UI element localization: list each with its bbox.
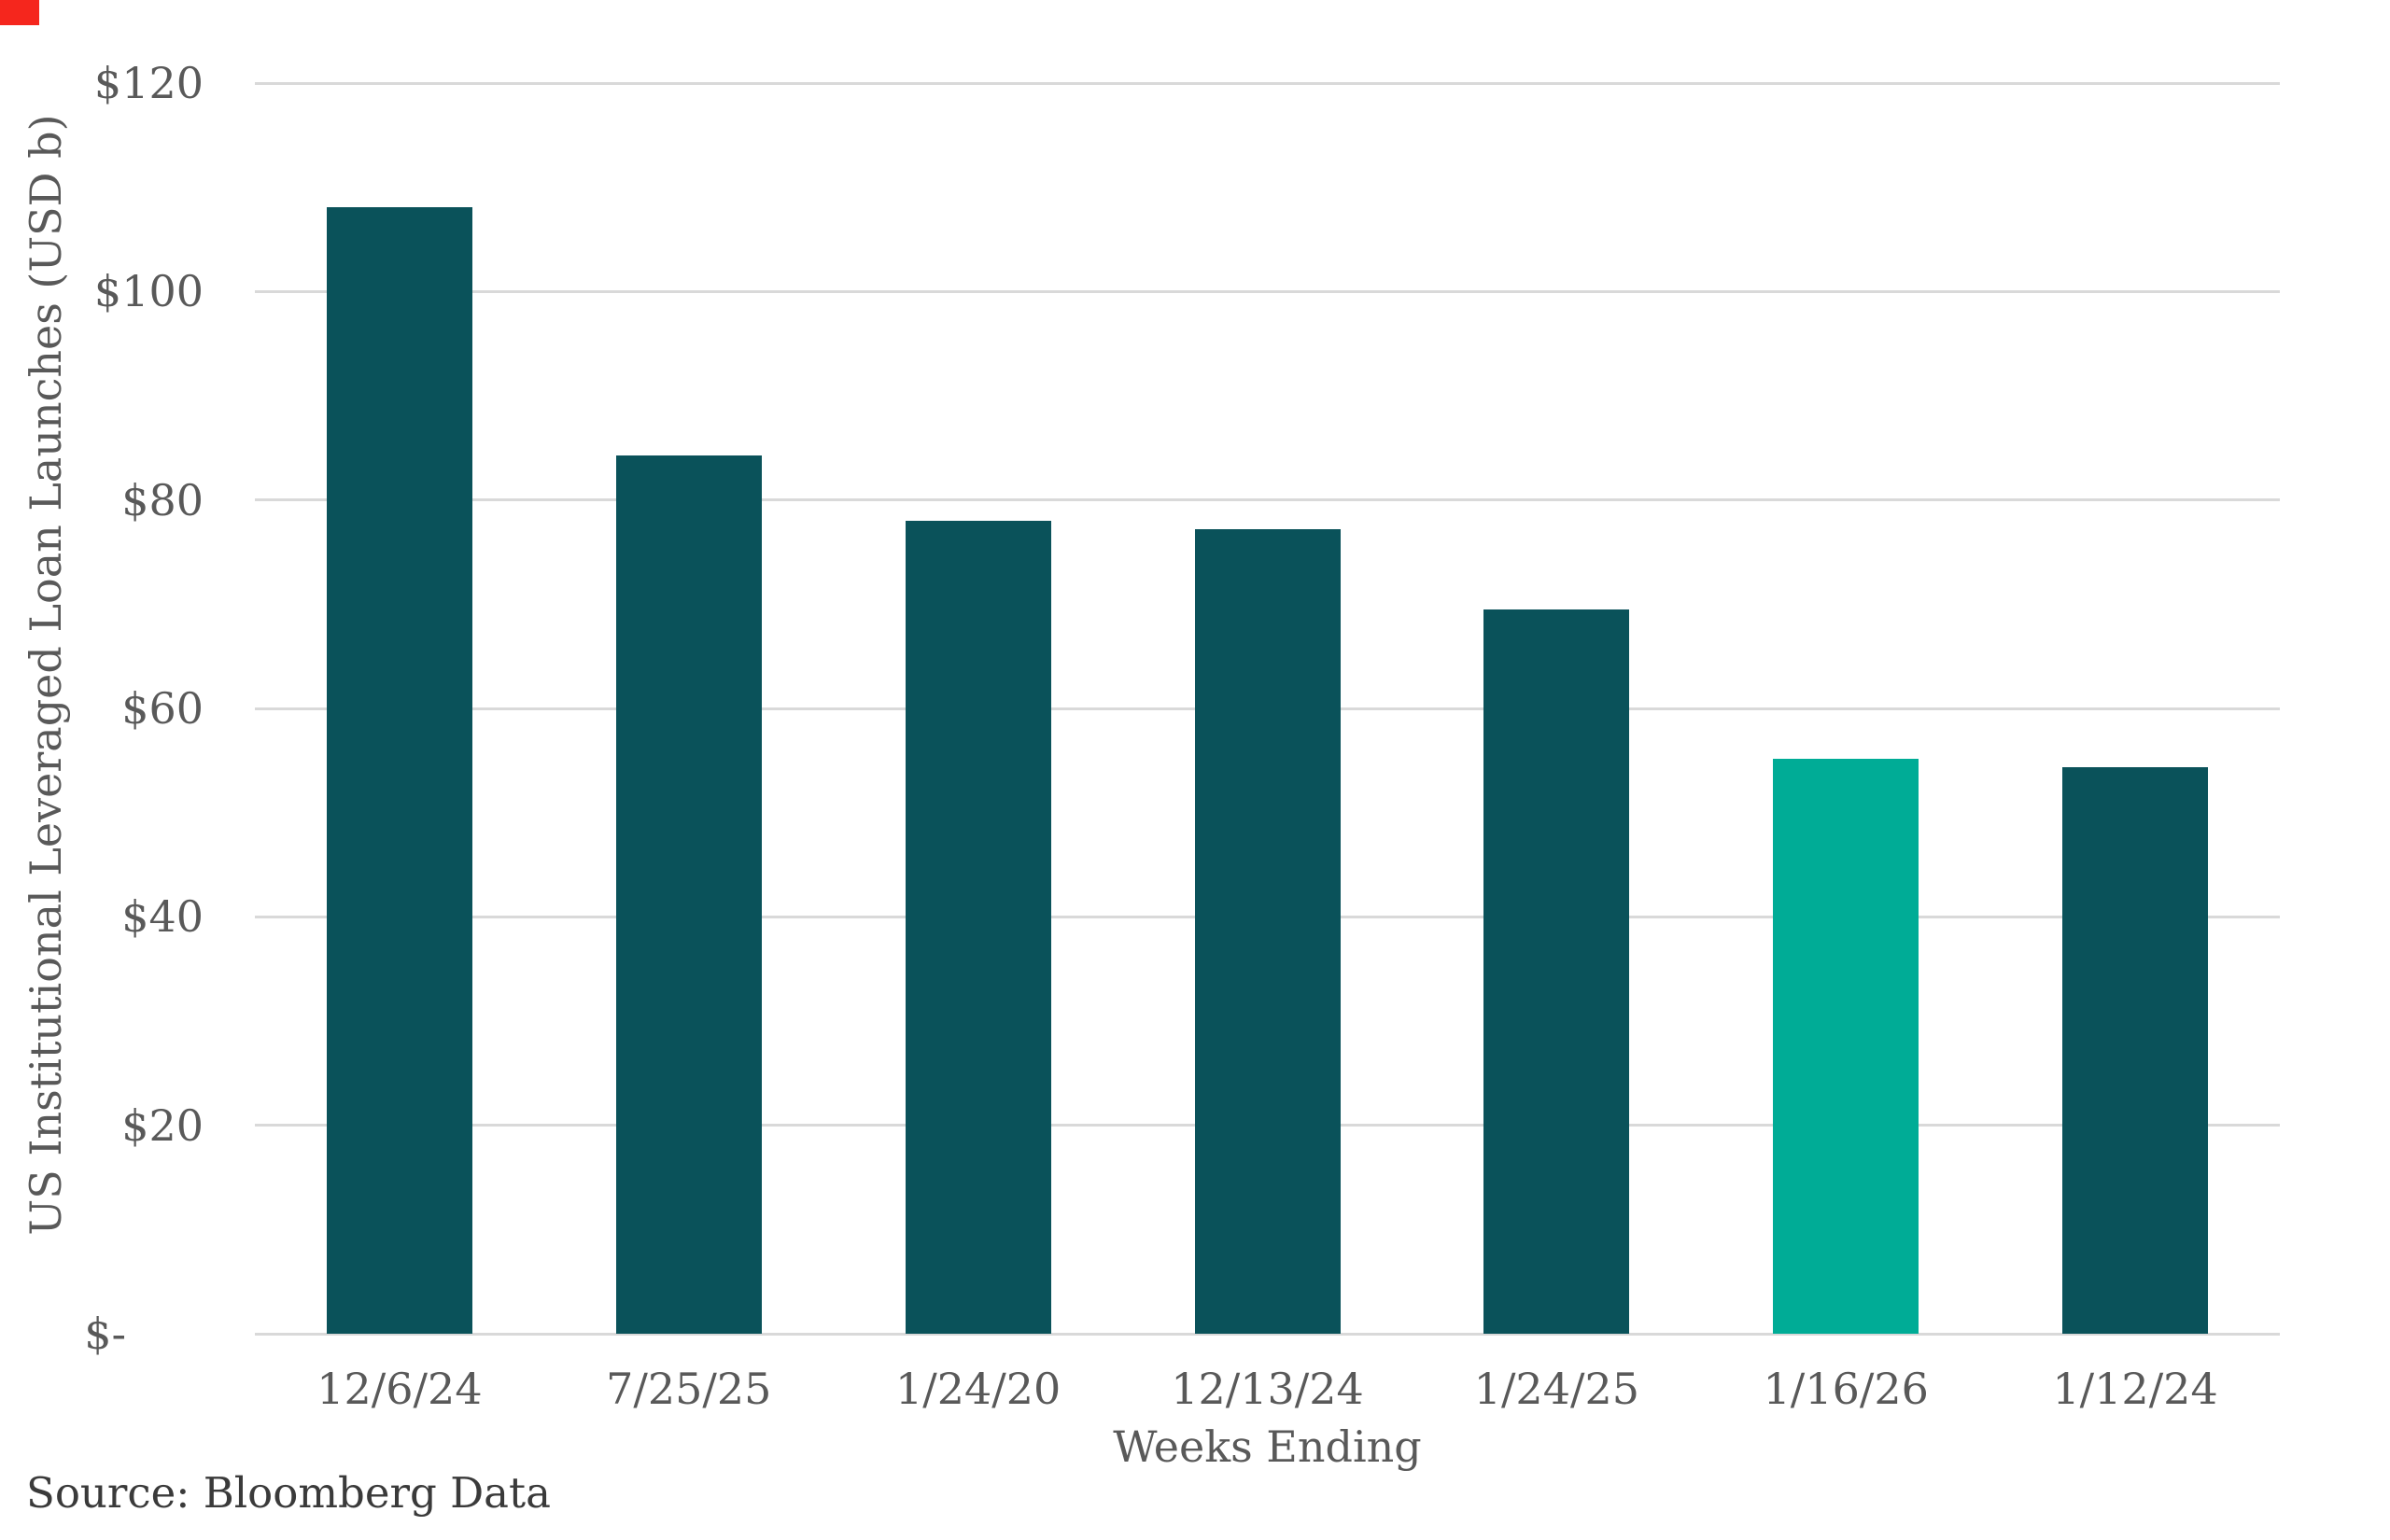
bar-12/6/24 [326, 206, 472, 1334]
gridline [255, 81, 2280, 85]
y-tick-label: $- [84, 1309, 126, 1359]
y-tick-label: $40 [121, 891, 204, 943]
bar-1/24/25 [1483, 609, 1630, 1334]
x-tick-label: 12/6/24 [316, 1364, 483, 1414]
x-axis-title: Weeks Ending [1113, 1421, 1422, 1472]
bar-1/16/26-highlighted [1773, 758, 1919, 1334]
x-tick-label: 12/13/24 [1171, 1364, 1364, 1414]
x-axis-line [255, 1332, 2280, 1336]
x-tick-label: 1/24/25 [1473, 1364, 1640, 1414]
x-tick-label: 7/25/25 [606, 1364, 772, 1414]
y-tick-label: $60 [121, 683, 204, 734]
gridline [255, 498, 2280, 502]
record-indicator-mark [0, 0, 39, 25]
bar-12/13/24 [1194, 528, 1341, 1334]
x-tick-label: 1/16/26 [1763, 1364, 1929, 1414]
bar-1/12/24 [2062, 766, 2209, 1334]
x-tick-label: 1/12/24 [2052, 1364, 2218, 1414]
y-tick-label: $80 [121, 474, 204, 525]
y-tick-label: $100 [93, 266, 204, 317]
y-tick-label: $20 [121, 1099, 204, 1151]
y-tick-label: $120 [93, 58, 204, 108]
bar-1/24/20 [905, 521, 1051, 1334]
bar-7/25/25 [615, 455, 762, 1334]
x-tick-label: 1/24/20 [894, 1364, 1061, 1414]
gridline [255, 289, 2280, 293]
source-note: Source: Bloomberg Data [26, 1468, 551, 1518]
